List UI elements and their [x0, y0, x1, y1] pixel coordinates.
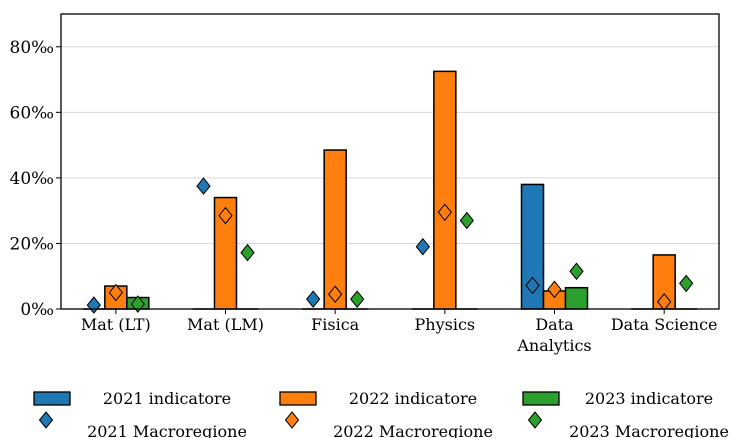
legend-swatch	[522, 391, 560, 406]
marker	[196, 177, 211, 195]
marker	[569, 262, 584, 281]
marker	[130, 295, 145, 313]
legend-label: 2022 Macroregione	[333, 422, 493, 438]
legend-swatch	[33, 391, 71, 406]
x-tick-label: Data	[535, 315, 574, 334]
x-tick-label: Mat (LM)	[187, 315, 264, 334]
legend-label: 2023 Macroregione	[569, 422, 729, 438]
bars	[82, 70, 698, 310]
x-tick-label: Fisica	[311, 315, 360, 334]
legend-marker	[284, 411, 300, 429]
legend-swatch	[279, 391, 317, 406]
marker	[437, 203, 452, 222]
y-tick-label: 20‰	[10, 234, 54, 254]
marker	[86, 296, 101, 314]
legend: 2021 indicatore 2022 indicatore 2023 indic…	[33, 389, 729, 438]
marker	[350, 290, 365, 308]
x-tick-label: Data Science	[611, 315, 718, 334]
bar	[564, 286, 589, 310]
y-tick-label: 40‰	[10, 169, 54, 189]
x-axis-ticks: Mat (LT) Mat (LM) Fisica Physics Data Analyti…	[81, 309, 718, 355]
marker	[328, 285, 343, 304]
marker	[547, 280, 562, 299]
marker	[525, 276, 540, 295]
bar	[433, 70, 457, 310]
marker	[679, 274, 694, 293]
marker	[240, 243, 255, 262]
grid-lines	[61, 46, 719, 244]
legend-marker	[38, 411, 54, 429]
y-tick-label: 60‰	[10, 103, 54, 123]
markers	[86, 177, 694, 314]
legend-marker	[527, 411, 543, 429]
plot-frame	[60, 13, 720, 310]
legend-label: 2021 Macroregione	[87, 422, 247, 438]
bar	[323, 149, 347, 310]
legend-label: 2021 indicatore	[103, 389, 231, 408]
legend-label: 2022 indicatore	[349, 389, 477, 408]
x-tick-label: Analytics	[516, 336, 591, 355]
x-tick-label: Physics	[415, 315, 476, 334]
y-tick-label: 80‰	[10, 38, 54, 58]
y-axis-ticks: 0‰ 20‰ 40‰ 60‰ 80‰	[10, 38, 61, 320]
y-tick-label: 0‰	[20, 300, 54, 320]
marker	[218, 206, 233, 225]
legend-label: 2023 indicatore	[585, 389, 713, 408]
marker	[108, 283, 123, 302]
marker	[415, 237, 430, 256]
marker	[306, 290, 321, 308]
x-tick-label: Mat (LT)	[81, 315, 151, 334]
marker	[459, 211, 474, 230]
